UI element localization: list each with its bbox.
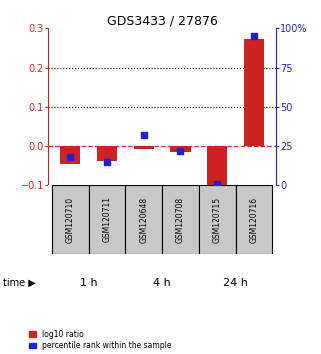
Point xyxy=(68,154,73,160)
Point xyxy=(104,159,109,164)
Bar xyxy=(97,146,117,161)
Text: GSM120716: GSM120716 xyxy=(249,196,258,242)
Bar xyxy=(134,146,154,149)
Bar xyxy=(236,185,273,254)
Point xyxy=(141,132,146,138)
Bar xyxy=(125,185,162,254)
Text: GSM120710: GSM120710 xyxy=(66,196,75,242)
Title: GDS3433 / 27876: GDS3433 / 27876 xyxy=(107,14,218,27)
Bar xyxy=(89,185,125,254)
Legend: log10 ratio, percentile rank within the sample: log10 ratio, percentile rank within the … xyxy=(30,330,171,350)
Point xyxy=(178,148,183,153)
Bar xyxy=(207,146,227,191)
Text: GSM120715: GSM120715 xyxy=(213,196,222,242)
Bar xyxy=(244,39,264,146)
Text: 4 h: 4 h xyxy=(153,278,171,288)
Bar xyxy=(60,146,80,164)
Bar xyxy=(52,185,89,254)
Text: time ▶: time ▶ xyxy=(3,278,36,288)
Bar xyxy=(170,146,191,152)
Bar xyxy=(162,185,199,254)
Text: 1 h: 1 h xyxy=(80,278,97,288)
Text: GSM120708: GSM120708 xyxy=(176,196,185,242)
Point xyxy=(251,33,256,39)
Text: 24 h: 24 h xyxy=(223,278,248,288)
Text: GSM120711: GSM120711 xyxy=(102,196,111,242)
Point xyxy=(215,181,220,186)
Text: GSM120648: GSM120648 xyxy=(139,196,148,242)
Bar xyxy=(199,185,236,254)
